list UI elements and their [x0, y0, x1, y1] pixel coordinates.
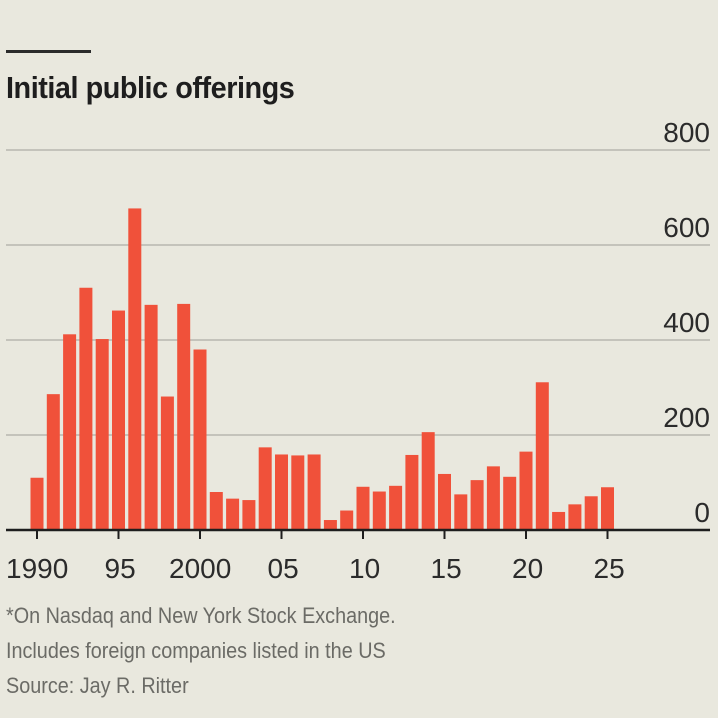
x-tick-label-2015: 15 — [431, 553, 462, 584]
bar-2007 — [307, 454, 321, 530]
bar-2014 — [421, 432, 435, 530]
x-tick-label-2000: 2000 — [169, 553, 231, 584]
bar-2018 — [486, 466, 500, 530]
bar-1997 — [144, 304, 158, 530]
bar-2008 — [323, 520, 337, 530]
x-tick-label-2005: 05 — [268, 553, 299, 584]
bar-2013 — [405, 454, 419, 530]
bar-2006 — [291, 455, 305, 530]
bar-1993 — [79, 287, 93, 530]
bar-1994 — [95, 339, 109, 530]
bar-2020 — [519, 451, 533, 530]
bar-2009 — [340, 510, 354, 530]
bar-1996 — [128, 208, 142, 531]
source-note: Source: Jay R. Ritter — [6, 673, 189, 698]
bar-2021 — [535, 382, 549, 530]
y-tick-label-600: 600 — [663, 212, 710, 243]
bar-2000 — [193, 349, 207, 530]
y-tick-label-800: 800 — [663, 117, 710, 148]
bar-2003 — [242, 500, 256, 530]
bar-2016 — [454, 494, 468, 530]
bar-1990 — [30, 477, 44, 530]
x-tick-label-1990: 1990 — [6, 553, 68, 584]
chart-title: Initial public offerings — [6, 70, 295, 105]
bar-2005 — [275, 454, 288, 530]
bar-2022 — [552, 511, 566, 530]
bar-2024 — [584, 496, 598, 530]
bar-2002 — [226, 498, 240, 530]
bar-2012 — [389, 485, 403, 530]
bar-1998 — [160, 396, 174, 530]
bar-2015 — [438, 473, 451, 530]
footnote-line-2: Includes foreign companies listed in the… — [6, 638, 386, 663]
x-tick-label-2020: 20 — [512, 553, 543, 584]
bar-1992 — [63, 334, 77, 530]
bars — [30, 208, 614, 531]
y-tick-label-200: 200 — [663, 402, 710, 433]
x-tick-label-1995: 95 — [105, 553, 136, 584]
bar-1999 — [177, 303, 191, 530]
bar-2017 — [470, 480, 484, 530]
y-axis-labels: 0 200 400 600 800 — [663, 117, 710, 528]
bar-2010 — [356, 486, 370, 530]
bar-1991 — [46, 394, 60, 530]
gridlines — [6, 149, 710, 436]
y-tick-label-400: 400 — [663, 307, 710, 338]
bar-2023 — [568, 504, 582, 530]
bar-2025 — [601, 487, 614, 530]
x-axis: 1990 95 2000 05 10 15 20 25 — [6, 528, 710, 584]
bar-1995 — [112, 310, 125, 530]
bar-chart: 0 200 400 600 800 1990 95 2000 05 10 15 20 25 — [6, 117, 710, 584]
x-tick-label-2025: 25 — [594, 553, 625, 584]
header-rule — [6, 50, 91, 53]
footnote-line-1: *On Nasdaq and New York Stock Exchange. — [6, 603, 396, 628]
y-tick-label-0: 0 — [694, 497, 710, 528]
x-tick-label-2010: 10 — [349, 553, 380, 584]
bar-2004 — [258, 447, 272, 530]
bar-2011 — [372, 491, 386, 530]
bar-2001 — [209, 492, 223, 530]
bar-2019 — [503, 476, 517, 530]
